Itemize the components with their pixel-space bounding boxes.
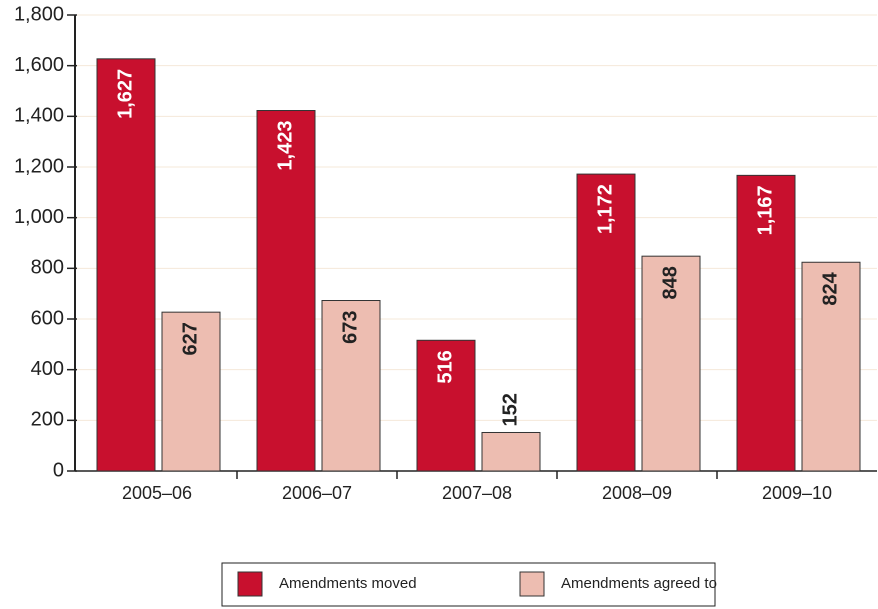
bar <box>96 58 156 472</box>
y-tick-label: 800 <box>31 257 64 279</box>
value-label: 516 <box>434 350 456 383</box>
bar <box>641 255 701 472</box>
bar <box>801 261 861 472</box>
bar <box>161 311 221 472</box>
legend-swatch <box>237 571 263 597</box>
y-tick-label: 600 <box>31 307 64 329</box>
value-label: 627 <box>179 322 201 355</box>
value-label: 848 <box>659 266 681 299</box>
legend <box>221 562 716 607</box>
value-label: 673 <box>339 311 361 344</box>
x-tick-label: 2006–07 <box>282 483 352 503</box>
x-tick-label: 2005–06 <box>122 483 192 503</box>
x-tick-label: 2008–09 <box>602 483 672 503</box>
bar <box>576 173 636 472</box>
x-tick-label: 2007–08 <box>442 483 512 503</box>
y-tick-label: 1,400 <box>14 105 64 127</box>
bar <box>321 300 381 472</box>
bar <box>481 431 541 472</box>
y-tick-label: 1,200 <box>14 155 64 177</box>
bar <box>736 174 796 472</box>
value-label: 1,423 <box>274 121 296 171</box>
bar <box>416 339 476 472</box>
x-tick-label: 2009–10 <box>762 483 832 503</box>
value-label: 824 <box>819 271 841 305</box>
y-tick-label: 1,600 <box>14 54 64 76</box>
y-tick-label: 1,000 <box>14 206 64 228</box>
legend-label: Amendments moved <box>279 575 417 592</box>
legend-swatch <box>519 571 545 597</box>
value-label: 1,627 <box>114 69 136 119</box>
bar <box>256 110 316 472</box>
legend-label: Amendments agreed to <box>561 575 717 592</box>
value-label: 152 <box>499 393 521 426</box>
y-tick-label: 1,800 <box>14 3 64 25</box>
value-label: 1,172 <box>594 184 616 234</box>
y-tick-label: 200 <box>31 409 64 431</box>
value-label: 1,167 <box>754 185 776 235</box>
y-tick-label: 0 <box>53 459 64 481</box>
y-tick-label: 400 <box>31 358 64 380</box>
